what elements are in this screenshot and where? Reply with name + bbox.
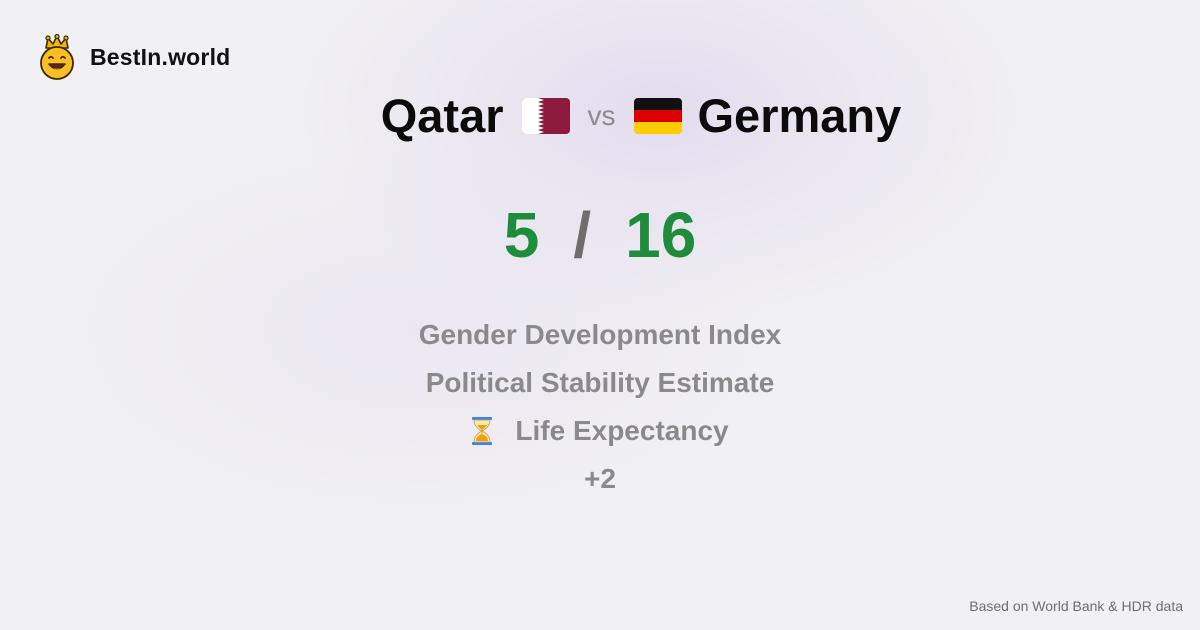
- left-country-name: Qatar: [380, 89, 504, 142]
- metric-label: Political Stability Estimate: [425, 367, 775, 398]
- right-country-name: Germany: [697, 89, 902, 142]
- left-score: 5: [503, 199, 540, 271]
- metric-item: Gender Development Index: [419, 311, 782, 359]
- score-separator: /: [573, 199, 592, 271]
- hourglass-icon: [472, 417, 493, 445]
- score: 5 / 16: [0, 195, 1200, 275]
- germany-flag-icon: [633, 98, 682, 134]
- more-metrics-count: +2: [584, 463, 616, 494]
- brand[interactable]: BestIn.world: [38, 34, 230, 80]
- metric-label: Gender Development Index: [418, 319, 782, 350]
- vs-label: vs: [587, 100, 616, 131]
- metric-label: Life Expectancy: [515, 415, 729, 446]
- qatar-flag-icon: [521, 98, 570, 134]
- data-source-note: Based on World Bank & HDR data: [969, 598, 1183, 614]
- smiling-crown-face-icon: [40, 34, 74, 80]
- metrics-list: Gender Development Index Political Stabi…: [0, 311, 1200, 503]
- metric-item: Political Stability Estimate: [426, 359, 775, 407]
- comparison-title: Qatar vs Germany: [0, 86, 1200, 146]
- metric-item: Life Expectancy: [471, 407, 729, 455]
- right-score: 16: [625, 199, 697, 271]
- brand-name: BestIn.world: [90, 43, 231, 70]
